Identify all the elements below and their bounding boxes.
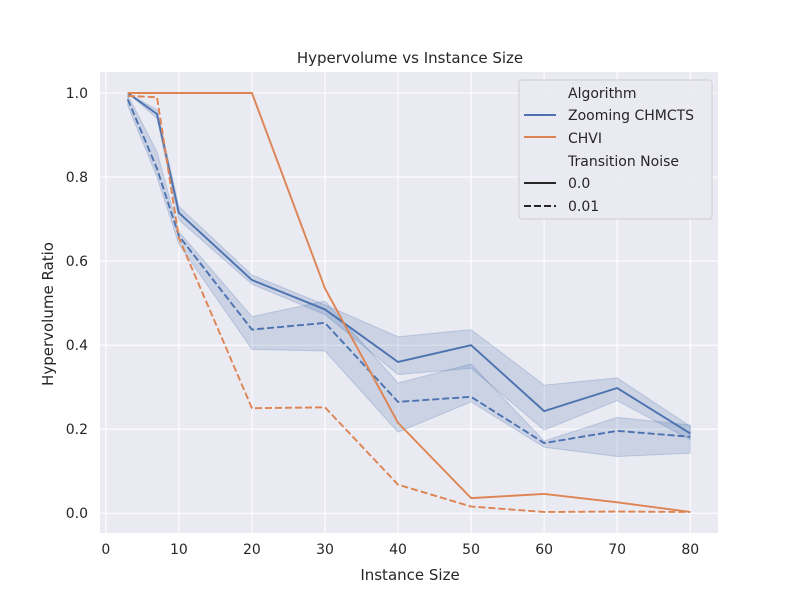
x-tick-label: 60 [535,542,553,558]
x-tick-label: 20 [243,542,261,558]
legend: Algorithm Zooming CHMCTS CHVI Transition… [518,79,713,220]
x-tick-label: 40 [389,542,407,558]
x-tick-label: 80 [681,542,699,558]
series-line-chvi-noise-001 [127,95,691,513]
x-tick-label: 30 [316,542,334,558]
y-tick-label: 0.4 [66,338,88,354]
series-lines [126,92,691,513]
legend-label-zooming: Zooming CHMCTS [568,108,694,124]
x-tick-label: 0 [101,542,110,558]
series-line-zooming-noise-001 [126,98,691,445]
x-axis-label: Instance Size [360,566,459,584]
legend-box [518,79,713,220]
legend-label-noise-001: 0.01 [568,199,599,215]
series-line-chvi-noise-0 [127,92,691,513]
legend-label-chvi: CHVI [568,131,602,147]
x-axis-ticks: 0 10 20 30 40 50 60 70 80 [101,542,699,558]
y-tick-label: 1.0 [66,86,88,102]
y-tick-label: 0.8 [66,170,88,186]
x-tick-label: 50 [462,542,480,558]
y-tick-label: 0.0 [66,506,88,522]
x-tick-label: 10 [170,542,188,558]
y-axis-label: Hypervolume Ratio [39,242,57,386]
legend-title-algorithm: Algorithm [568,86,637,102]
y-tick-label: 0.6 [66,254,88,270]
confidence-band [127,94,691,458]
y-axis-ticks: 0.0 0.2 0.4 0.6 0.8 1.0 [66,86,88,522]
x-tick-label: 70 [608,542,626,558]
y-tick-label: 0.2 [66,422,88,438]
chart-title: Hypervolume vs Instance Size [297,49,523,67]
legend-title-noise: Transition Noise [567,154,679,170]
legend-label-noise-0: 0.0 [568,176,590,192]
